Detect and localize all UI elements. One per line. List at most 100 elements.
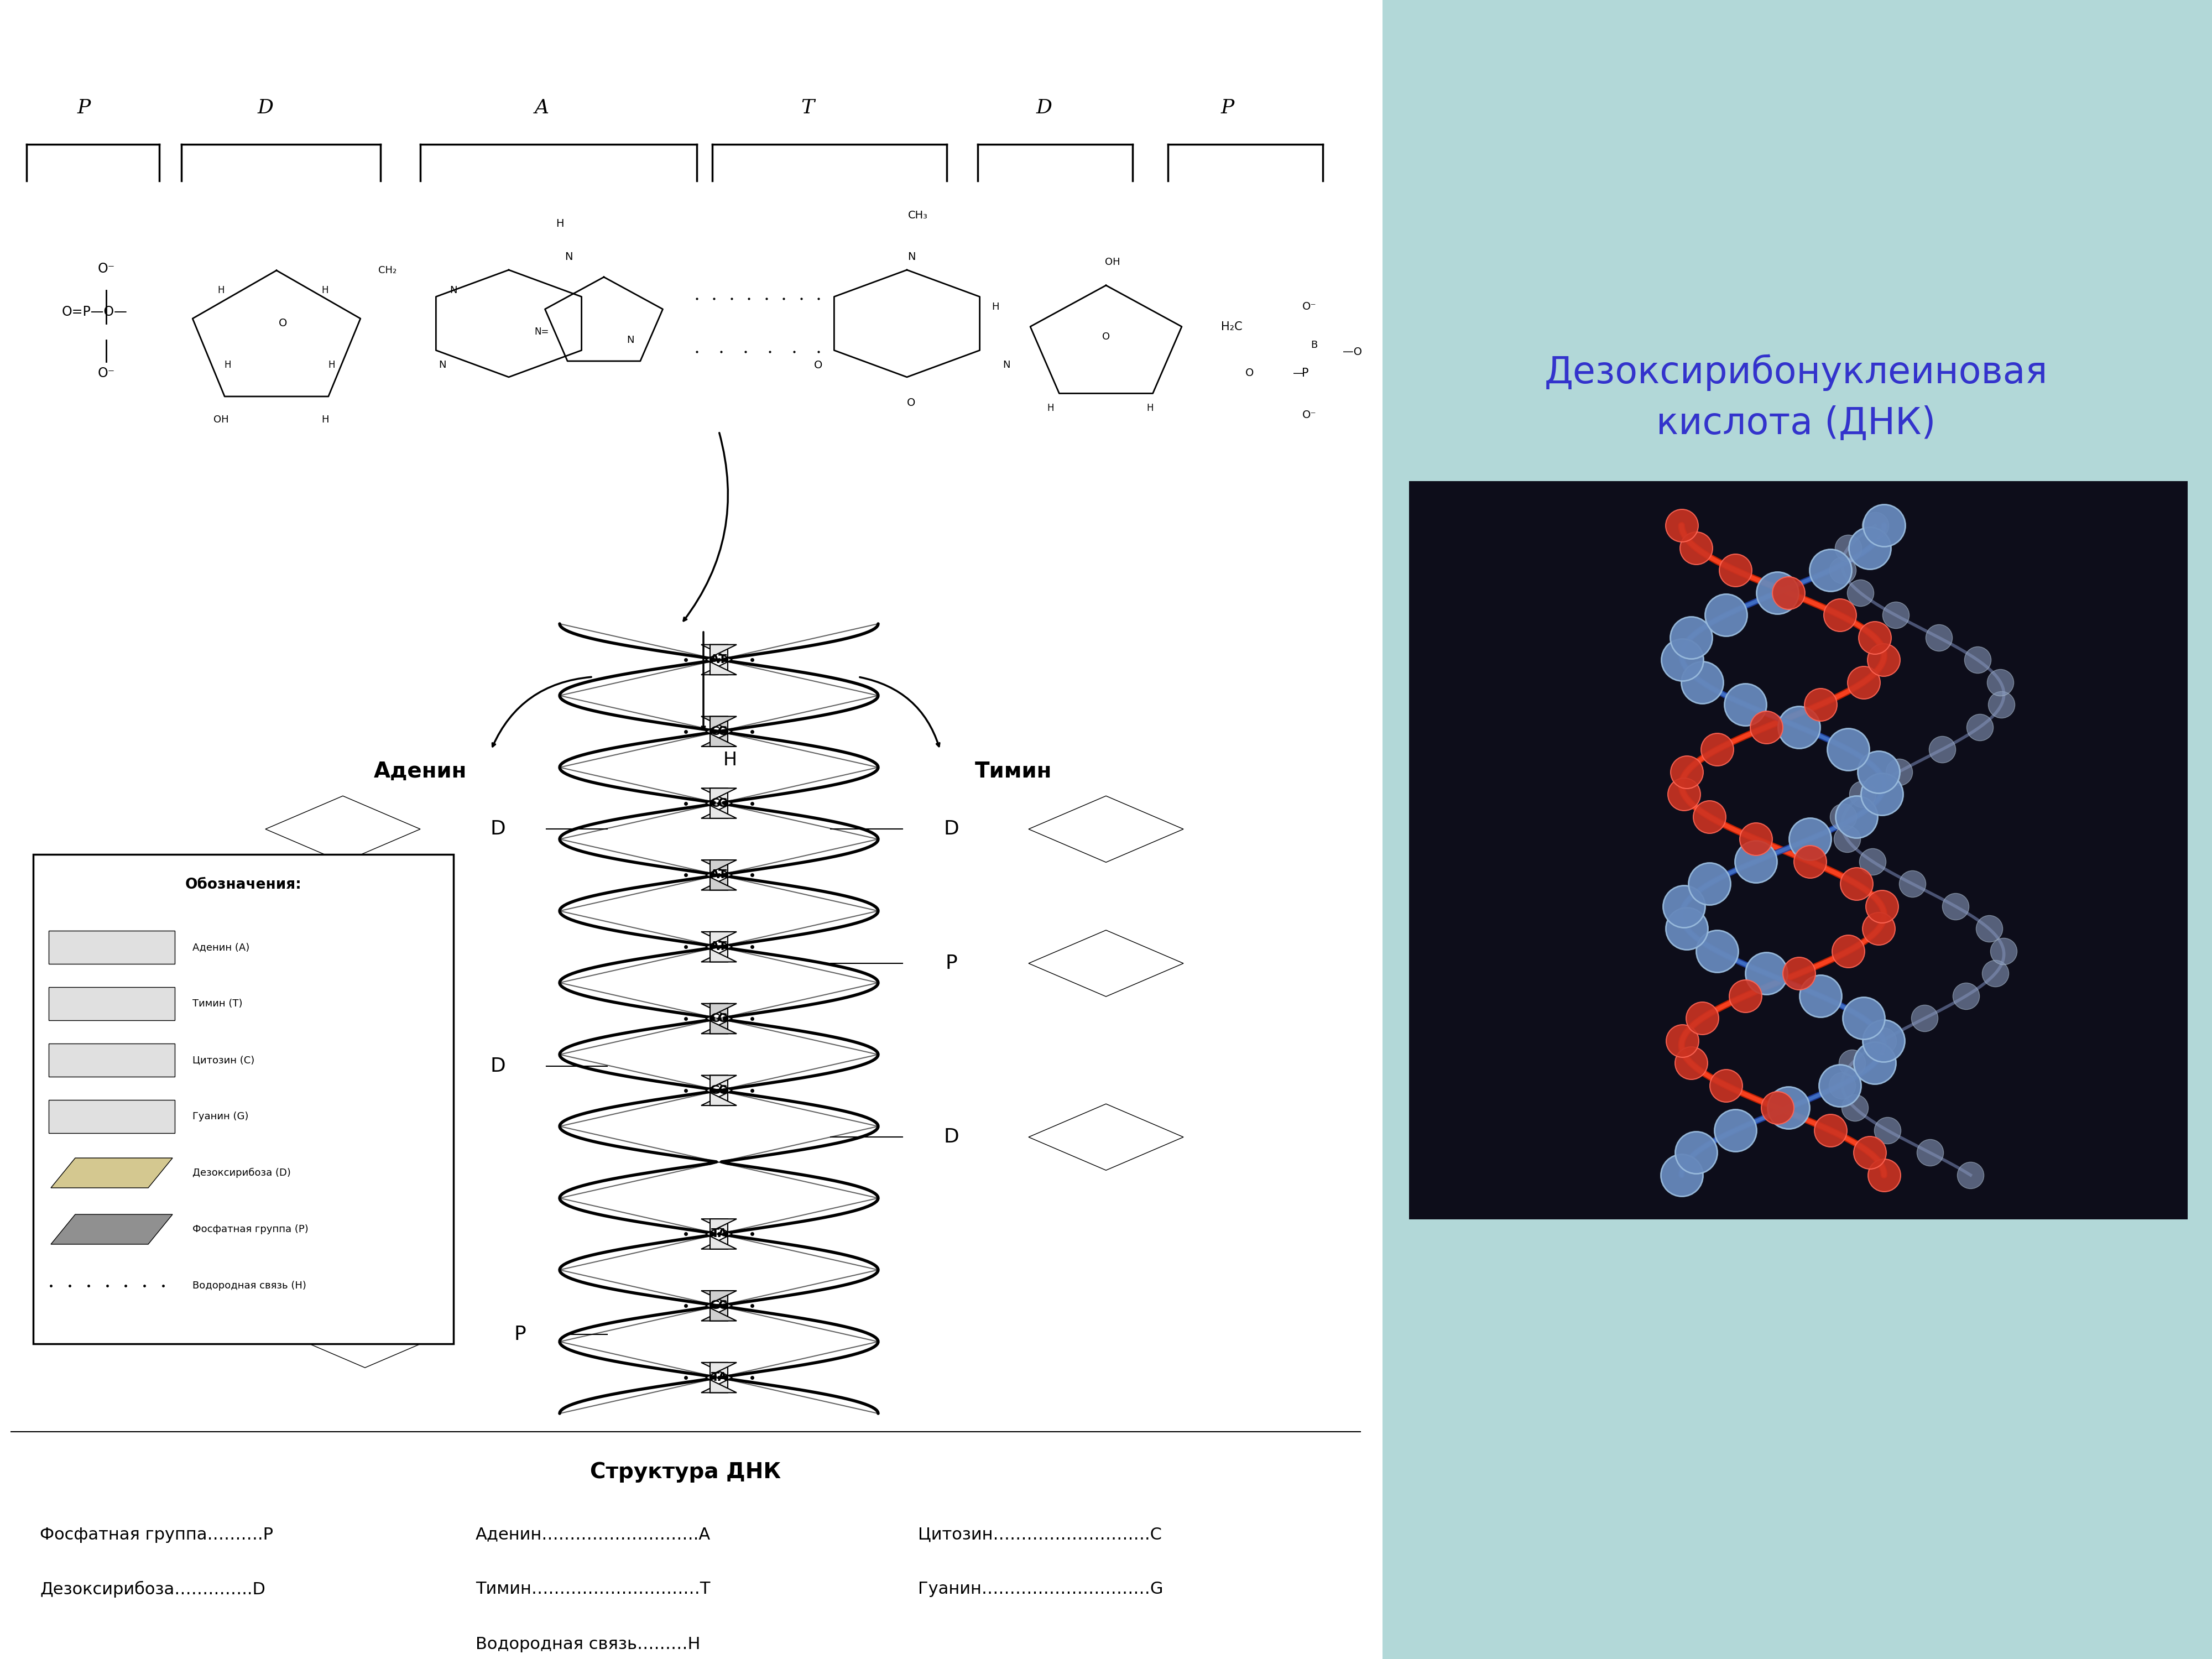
Point bbox=[1845, 781, 1880, 808]
Polygon shape bbox=[265, 1034, 420, 1100]
Text: D: D bbox=[945, 820, 958, 838]
Point bbox=[1739, 848, 1774, 874]
Point bbox=[1986, 937, 2022, 964]
Point bbox=[1672, 1050, 1708, 1077]
Polygon shape bbox=[706, 717, 737, 747]
Point bbox=[1699, 937, 1734, 964]
Point bbox=[1825, 1072, 1860, 1098]
Point bbox=[1708, 1072, 1743, 1098]
Point bbox=[1878, 602, 1913, 629]
Text: C: C bbox=[710, 798, 719, 810]
Point bbox=[1867, 513, 1902, 539]
Point bbox=[1911, 1140, 1947, 1166]
Point bbox=[1880, 758, 1916, 785]
Text: Аденин……………………….A: Аденин……………………….A bbox=[476, 1526, 710, 1543]
Point bbox=[1865, 1027, 1900, 1053]
Point bbox=[1832, 737, 1867, 763]
Point bbox=[1663, 1161, 1699, 1188]
Text: Цитозин……………………….C: Цитозин……………………….C bbox=[918, 1526, 1161, 1543]
Point bbox=[1838, 871, 1874, 898]
Point bbox=[1845, 1005, 1880, 1032]
Text: Дезоксирибоза…………..D: Дезоксирибоза…………..D bbox=[40, 1581, 265, 1598]
Point bbox=[1739, 826, 1774, 853]
Text: G: G bbox=[710, 1301, 721, 1311]
Text: O: O bbox=[279, 319, 288, 328]
Point bbox=[1869, 1117, 1905, 1143]
Text: Водородная связь………H: Водородная связь………H bbox=[476, 1636, 701, 1652]
Text: P: P bbox=[1301, 368, 1310, 378]
Point bbox=[1670, 916, 1705, 942]
Polygon shape bbox=[706, 1291, 737, 1321]
Polygon shape bbox=[51, 1214, 173, 1244]
Point bbox=[1781, 713, 1816, 740]
Text: Аденин (А): Аденин (А) bbox=[192, 942, 250, 952]
Text: T: T bbox=[710, 1228, 719, 1239]
Point bbox=[1856, 1050, 1891, 1077]
Text: N: N bbox=[564, 252, 573, 262]
Point bbox=[1860, 916, 1896, 942]
Polygon shape bbox=[706, 645, 737, 675]
Point bbox=[1982, 669, 2017, 695]
Polygon shape bbox=[1029, 1103, 1183, 1170]
Text: D: D bbox=[491, 1057, 504, 1075]
Text: Гуанин…………………………G: Гуанин…………………………G bbox=[918, 1581, 1164, 1598]
Text: N: N bbox=[626, 335, 635, 345]
Point bbox=[1823, 1072, 1858, 1098]
Polygon shape bbox=[706, 788, 737, 818]
Text: G: G bbox=[717, 727, 728, 737]
Text: Тимин (Т): Тимин (Т) bbox=[192, 999, 243, 1009]
Point bbox=[1865, 647, 1900, 674]
Point bbox=[1907, 1005, 1942, 1032]
Point bbox=[1792, 826, 1827, 853]
Point bbox=[1812, 1117, 1847, 1143]
Point bbox=[1728, 692, 1763, 718]
Text: O⁻: O⁻ bbox=[1303, 410, 1316, 420]
Point bbox=[1938, 893, 1973, 919]
Point bbox=[1759, 579, 1794, 606]
Text: CH₃: CH₃ bbox=[909, 211, 927, 221]
Text: Дезоксирибонуклеиновая
кислота (ДНК): Дезоксирибонуклеиновая кислота (ДНК) bbox=[1544, 355, 2048, 441]
Text: A: A bbox=[535, 98, 549, 118]
Polygon shape bbox=[701, 788, 732, 818]
Polygon shape bbox=[706, 1219, 737, 1249]
Text: O: O bbox=[1245, 368, 1254, 378]
Point bbox=[1686, 1005, 1721, 1032]
Polygon shape bbox=[701, 1291, 732, 1321]
Point bbox=[1692, 871, 1728, 898]
Text: CH₂: CH₂ bbox=[378, 265, 396, 275]
FancyBboxPatch shape bbox=[49, 931, 175, 964]
Point bbox=[1851, 1140, 1887, 1166]
Point bbox=[1971, 916, 2006, 942]
Text: N=: N= bbox=[535, 327, 549, 337]
Polygon shape bbox=[701, 1075, 732, 1105]
Text: A: A bbox=[710, 869, 719, 881]
Point bbox=[1896, 871, 1931, 898]
Point bbox=[1949, 982, 1984, 1009]
Point bbox=[1803, 982, 1838, 1009]
Text: A: A bbox=[710, 654, 719, 665]
Point bbox=[1672, 624, 1708, 650]
Point bbox=[1867, 1161, 1902, 1188]
Text: P: P bbox=[513, 1326, 526, 1344]
Polygon shape bbox=[706, 1075, 737, 1105]
Polygon shape bbox=[706, 932, 737, 962]
Point bbox=[1759, 1095, 1794, 1121]
Text: H: H bbox=[1146, 403, 1155, 413]
Text: O=P—O—: O=P—O— bbox=[62, 305, 128, 319]
Text: O: O bbox=[814, 360, 823, 370]
Text: N: N bbox=[438, 360, 447, 370]
Text: G: G bbox=[717, 798, 728, 810]
Point bbox=[1825, 803, 1860, 830]
Text: O⁻: O⁻ bbox=[97, 367, 115, 380]
Polygon shape bbox=[1029, 931, 1183, 997]
Point bbox=[1858, 513, 1893, 539]
Point bbox=[1845, 669, 1880, 695]
Polygon shape bbox=[701, 1219, 732, 1249]
Text: G: G bbox=[717, 1014, 728, 1024]
Point bbox=[1865, 1027, 1900, 1053]
Text: C: C bbox=[719, 1085, 728, 1097]
Text: Тимин: Тимин bbox=[975, 761, 1051, 781]
Text: Водородная связь (Н): Водородная связь (Н) bbox=[192, 1281, 305, 1291]
Text: Дезоксирибоза (D): Дезоксирибоза (D) bbox=[192, 1168, 290, 1178]
Text: D: D bbox=[257, 98, 274, 118]
